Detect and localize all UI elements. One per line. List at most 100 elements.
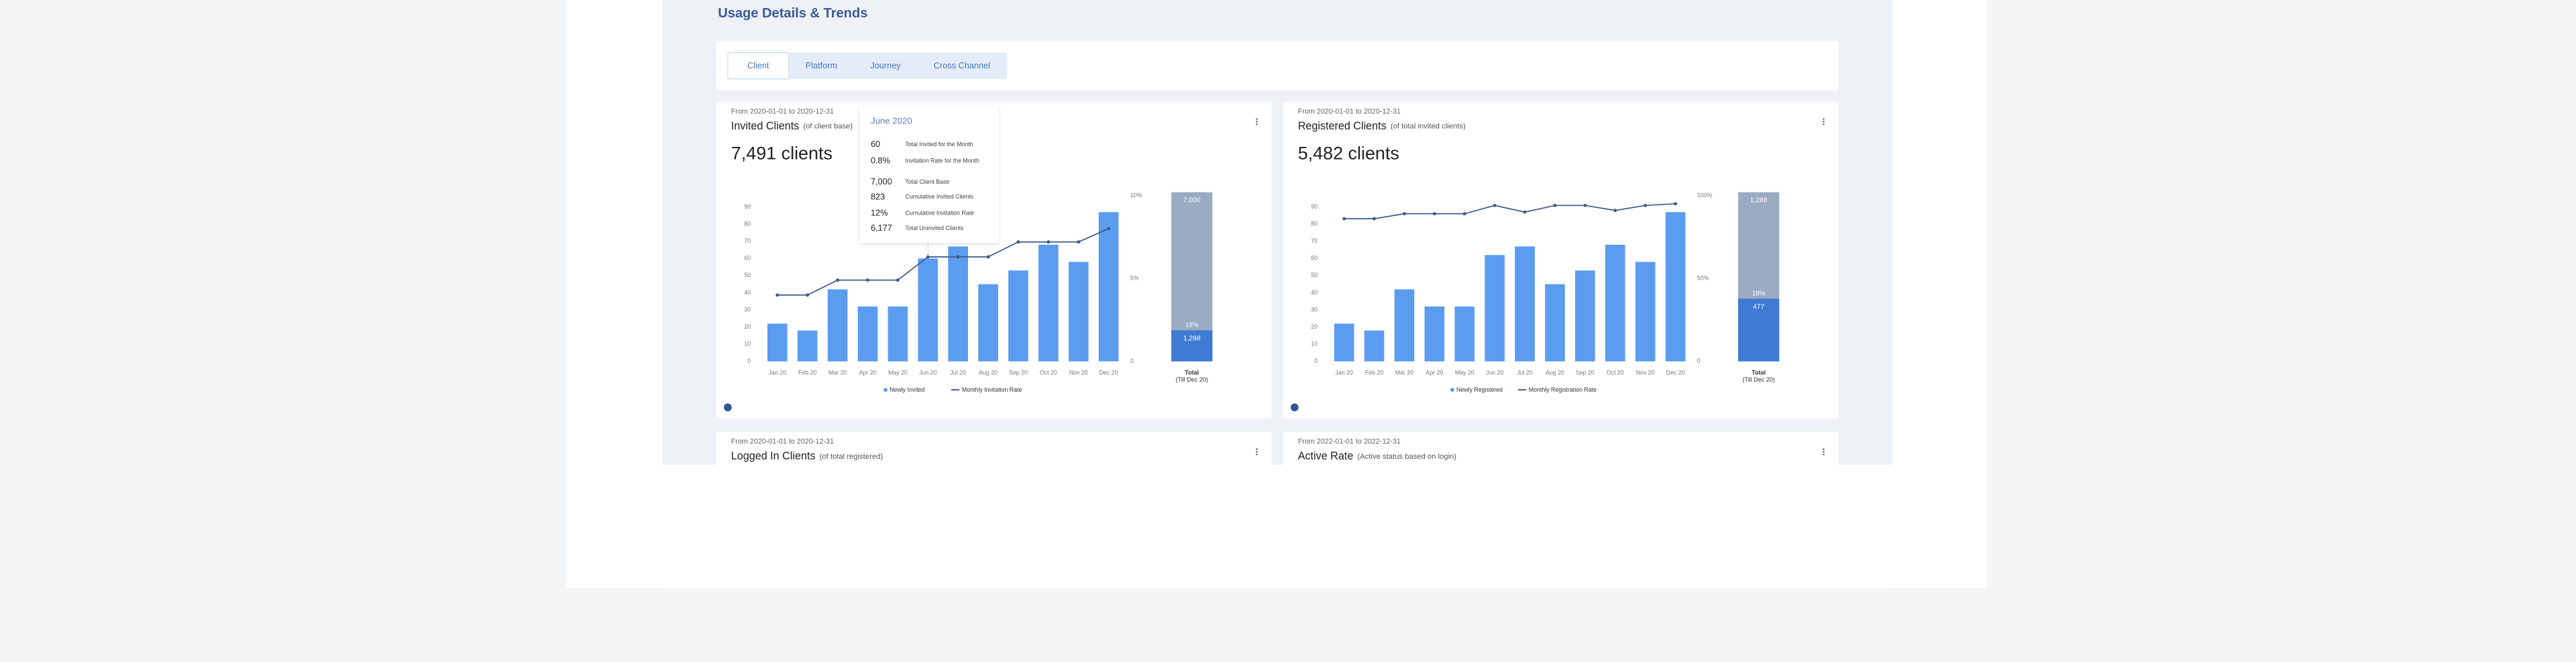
y-tick-label: 30 bbox=[1311, 306, 1318, 313]
kebab-dot[interactable] bbox=[1256, 448, 1258, 451]
bar bbox=[1545, 284, 1565, 362]
bar bbox=[888, 306, 908, 362]
kebab-dot[interactable] bbox=[1822, 117, 1825, 120]
total-caption: Total bbox=[1752, 369, 1766, 376]
x-tick-label: May 20 bbox=[1455, 369, 1474, 376]
tooltip-title: June 2020 bbox=[871, 116, 912, 126]
rate-point bbox=[1403, 212, 1406, 216]
y-tick-label: 80 bbox=[1311, 221, 1318, 227]
tab-label[interactable]: Journey bbox=[870, 60, 901, 70]
x-tick-label: Sep 20 bbox=[1576, 369, 1595, 376]
tab[interactable] bbox=[916, 52, 1008, 79]
x-tick-label: Nov 20 bbox=[1636, 369, 1655, 376]
info-icon[interactable] bbox=[1290, 403, 1299, 412]
tab-label[interactable]: Client bbox=[747, 60, 769, 70]
tooltip-label: Cumulative Invited Clients bbox=[905, 193, 973, 200]
rate-point bbox=[1046, 240, 1051, 244]
card-title: Active Rate bbox=[1298, 450, 1354, 462]
tabs: Client Platform Journey Cross Channel bbox=[727, 52, 1008, 80]
bar bbox=[978, 284, 998, 362]
y2-tick-label: 50% bbox=[1697, 274, 1709, 281]
tab-label[interactable]: Cross Channel bbox=[934, 60, 990, 70]
rate-point bbox=[1077, 240, 1081, 244]
x-tick-label: Dec 20 bbox=[1099, 369, 1118, 376]
total-caption: (Till Dec 20) bbox=[1176, 376, 1208, 383]
kebab-dot[interactable] bbox=[1256, 117, 1258, 120]
bar bbox=[1008, 270, 1028, 362]
x-tick-label: Apr 20 bbox=[859, 369, 877, 376]
x-tick-label: Jan 20 bbox=[769, 369, 787, 376]
tab-label[interactable]: Platform bbox=[806, 60, 837, 70]
kebab-dot[interactable] bbox=[1822, 123, 1825, 125]
y-tick-label: 70 bbox=[1311, 237, 1318, 244]
x-tick-label: Jul 20 bbox=[950, 369, 966, 376]
rate-point bbox=[1373, 217, 1377, 221]
headline: 5,482 clients bbox=[1298, 143, 1399, 163]
tooltip: June 2020 60 Total Invited for the Month 0.… bbox=[859, 107, 999, 243]
kebab-dot[interactable] bbox=[1822, 453, 1825, 455]
rate-line bbox=[1344, 203, 1676, 219]
y-tick-label: 30 bbox=[744, 306, 751, 313]
rate-point bbox=[1523, 210, 1527, 214]
bar bbox=[1635, 262, 1656, 362]
x-tick-label: Sep 20 bbox=[1009, 369, 1028, 376]
kebab-dot[interactable] bbox=[1822, 451, 1825, 453]
y2-tick-label: 0 bbox=[1130, 357, 1134, 364]
y-tick-label: 90 bbox=[1311, 203, 1318, 210]
section-title: Usage Details & Trends bbox=[718, 6, 867, 21]
date-range: From 2020-01-01 to 2020-12-31 bbox=[731, 107, 834, 115]
x-tick-label: Feb 20 bbox=[1365, 369, 1383, 376]
kebab-dot[interactable] bbox=[1822, 120, 1825, 123]
x-tick-label: May 20 bbox=[888, 369, 908, 376]
rate-point bbox=[986, 255, 990, 259]
bar bbox=[797, 330, 818, 362]
info-icon[interactable] bbox=[724, 403, 732, 412]
legend-swatch bbox=[883, 388, 888, 392]
legend-label: Newly Invited bbox=[890, 386, 924, 393]
rate-point bbox=[1342, 217, 1346, 221]
headline: 7,491 clients bbox=[731, 143, 833, 163]
tooltip-value: 6,177 bbox=[871, 223, 892, 233]
rate-point bbox=[926, 255, 930, 259]
cards: From 2020-01-01 to 2020-12-31 Invited Cli… bbox=[661, 101, 1893, 588]
kebab-dot[interactable] bbox=[1256, 453, 1258, 455]
card-title: Invited Clients bbox=[731, 120, 799, 132]
y2-tick-label: 5% bbox=[1130, 274, 1139, 281]
x-tick-label: Oct 20 bbox=[1607, 369, 1624, 376]
x-tick-label: Feb 20 bbox=[798, 369, 816, 376]
tooltip-label: Total Invited for the Month bbox=[905, 141, 973, 148]
total-label: 1,288 bbox=[1750, 197, 1768, 205]
bar bbox=[1665, 212, 1686, 362]
kebab-dot[interactable] bbox=[1256, 451, 1258, 453]
card bbox=[1283, 101, 1839, 419]
x-tick-label: Aug 20 bbox=[979, 369, 998, 376]
y-tick-label: 50 bbox=[1311, 272, 1318, 278]
kebab-dot[interactable] bbox=[1256, 123, 1258, 125]
y-tick-label: 0 bbox=[747, 357, 751, 364]
tab[interactable] bbox=[854, 52, 917, 79]
date-range: From 2022-01-01 to 2022-12-31 bbox=[1298, 438, 1401, 446]
rate-point bbox=[836, 278, 840, 282]
rate-point bbox=[1462, 212, 1466, 216]
x-tick-label: Jan 20 bbox=[1335, 369, 1353, 376]
card-title: Logged In Clients bbox=[731, 450, 816, 462]
tooltip-value: 7,000 bbox=[871, 176, 892, 186]
y-tick-label: 60 bbox=[1311, 255, 1318, 262]
kebab-dot[interactable] bbox=[1822, 448, 1825, 451]
bar bbox=[1424, 306, 1445, 362]
kebab-dot[interactable] bbox=[1256, 120, 1258, 123]
y-tick-label: 40 bbox=[1311, 289, 1318, 296]
bar bbox=[857, 306, 878, 362]
tab[interactable] bbox=[788, 52, 855, 79]
bar bbox=[767, 323, 788, 362]
y2-tick-label: 100% bbox=[1697, 192, 1713, 199]
total-caption: (Till Dec 20) bbox=[1742, 376, 1774, 383]
y-tick-label: 60 bbox=[744, 255, 751, 262]
bar bbox=[1605, 244, 1625, 362]
tooltip-label: Total Uninvited Clients bbox=[905, 225, 964, 231]
y-tick-label: 20 bbox=[1311, 323, 1318, 330]
x-tick-label: Dec 20 bbox=[1666, 369, 1685, 376]
rate-point bbox=[1016, 240, 1020, 244]
y-tick-label: 80 bbox=[744, 221, 751, 227]
tooltip-label: Invitation Rate for the Month bbox=[905, 157, 979, 164]
